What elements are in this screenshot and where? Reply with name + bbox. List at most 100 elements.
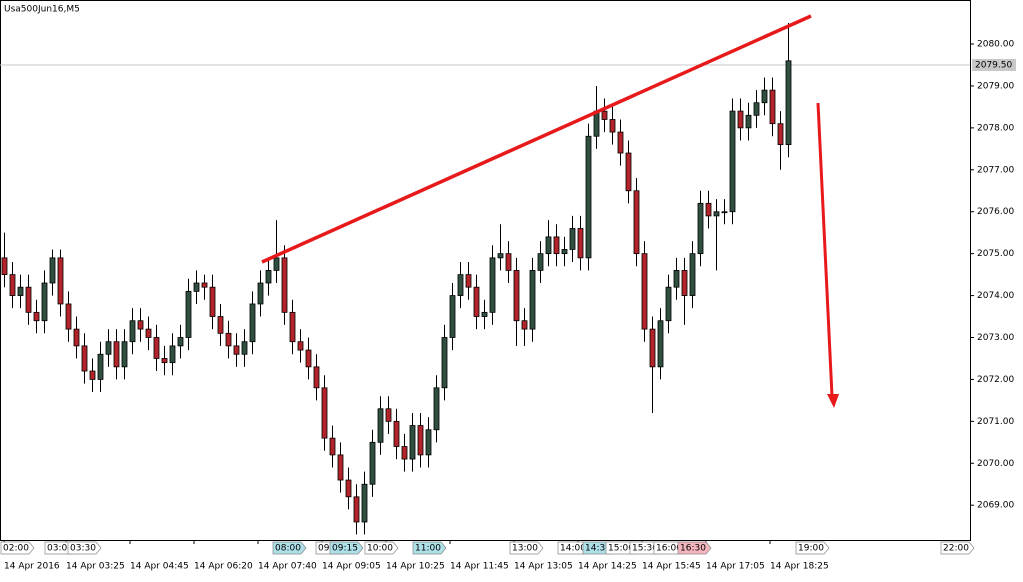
candle-body	[729, 110, 736, 213]
time-marker-label: 13:00	[512, 544, 538, 554]
candle-body	[753, 102, 760, 116]
candle-body	[561, 249, 568, 255]
candle-body	[369, 441, 376, 485]
candle-body	[745, 114, 752, 129]
candle-body	[281, 257, 288, 313]
y-tick-label: 2079.00	[977, 81, 1014, 91]
candle-body	[169, 345, 176, 364]
time-marker-tag	[0, 541, 35, 555]
y-tick-label: 2070.00	[977, 459, 1014, 469]
candle-body	[313, 366, 320, 389]
y-tick-label: 2072.00	[977, 375, 1014, 385]
candle-body	[553, 236, 560, 255]
candle-body	[529, 270, 536, 330]
candle-body	[601, 110, 608, 120]
candle-body	[425, 429, 432, 456]
candle-body	[385, 408, 392, 422]
candle-body	[161, 358, 168, 364]
candle-body	[49, 257, 56, 284]
x-tick-label: 14 Apr 14:25	[578, 562, 637, 572]
time-marker-label: 03:30	[70, 544, 96, 554]
x-tick-label: 14 Apr 09:05	[322, 562, 381, 572]
time-marker-label: 16:30	[680, 544, 706, 554]
candle-body	[201, 282, 208, 288]
candle-body	[585, 135, 592, 259]
candle-body	[361, 483, 368, 523]
price-label: 2079.50	[975, 60, 1012, 70]
candle-body	[65, 303, 72, 330]
candle-body	[665, 286, 672, 322]
candle-body	[17, 286, 24, 296]
candle-body	[617, 131, 624, 154]
candle-body	[137, 320, 144, 330]
time-marker-tag	[940, 541, 975, 555]
candle-body	[345, 479, 352, 498]
time-marker-label: 22:00	[943, 544, 969, 554]
candle-body	[89, 370, 96, 380]
x-tick-label: 14 Apr 13:05	[514, 562, 573, 572]
candle-body	[105, 341, 112, 355]
candle-body	[577, 228, 584, 259]
x-tick-label: 14 Apr 18:25	[770, 562, 829, 572]
candle-body	[761, 89, 768, 104]
trend-line	[261, 14, 812, 264]
candle-body	[305, 349, 312, 368]
candle-body	[465, 274, 472, 288]
y-tick-label: 2078.00	[977, 123, 1014, 133]
candle-body	[257, 282, 264, 305]
time-marker-tag	[329, 541, 364, 555]
candle-body	[633, 190, 640, 255]
y-tick-label: 2073.00	[977, 333, 1014, 343]
time-marker-tag	[364, 541, 399, 555]
y-tick-label: 2071.00	[977, 417, 1014, 427]
candle-body	[489, 257, 496, 313]
x-tick-label: 14 Apr 04:45	[130, 562, 189, 572]
x-tick-label: 14 Apr 2016	[4, 562, 60, 572]
y-tick-label: 2069.00	[977, 501, 1014, 511]
candle-body	[417, 425, 424, 456]
y-tick-label: 2076.00	[977, 207, 1014, 217]
x-tick-label: 14 Apr 07:40	[258, 562, 317, 572]
candle-body	[737, 110, 744, 129]
candle-body	[609, 119, 616, 133]
y-tick-label: 2077.00	[977, 165, 1014, 175]
candle-body	[41, 282, 48, 322]
candle-body	[713, 211, 720, 217]
time-marker-label: 14:00	[560, 544, 586, 554]
x-tick-label: 14 Apr 03:25	[66, 562, 125, 572]
candle-body	[393, 420, 400, 447]
time-marker-label: 08:00	[275, 544, 301, 554]
time-marker-tag	[412, 541, 447, 555]
candle-body	[97, 353, 104, 380]
arrow-head	[827, 394, 839, 408]
time-marker-tag	[272, 541, 307, 555]
candle-body	[537, 253, 544, 271]
candle-body	[25, 286, 32, 313]
candle-body	[241, 341, 248, 355]
time-marker-label: 09:15	[332, 544, 358, 554]
candle-body	[337, 454, 344, 481]
candle-body	[441, 337, 448, 389]
candle-body	[569, 228, 576, 250]
candle-body	[721, 211, 728, 214]
candle-body	[177, 337, 184, 347]
candle-body	[497, 253, 504, 259]
candle-body	[9, 274, 16, 296]
candle-body	[289, 311, 296, 343]
candle-body	[625, 152, 632, 192]
candle-body	[593, 110, 600, 137]
candle-body	[329, 437, 336, 456]
candle-body	[457, 274, 464, 296]
y-tick-label: 2074.00	[977, 291, 1014, 301]
candle-body	[209, 286, 216, 317]
candle-body	[73, 328, 80, 347]
time-marker-label: 10:00	[367, 544, 393, 554]
candle-body	[121, 341, 128, 368]
candle-body	[377, 408, 384, 443]
candle-body	[505, 253, 512, 271]
candle-body	[777, 123, 784, 146]
candle-body	[449, 295, 456, 338]
y-tick-label: 2080.00	[977, 40, 1014, 50]
